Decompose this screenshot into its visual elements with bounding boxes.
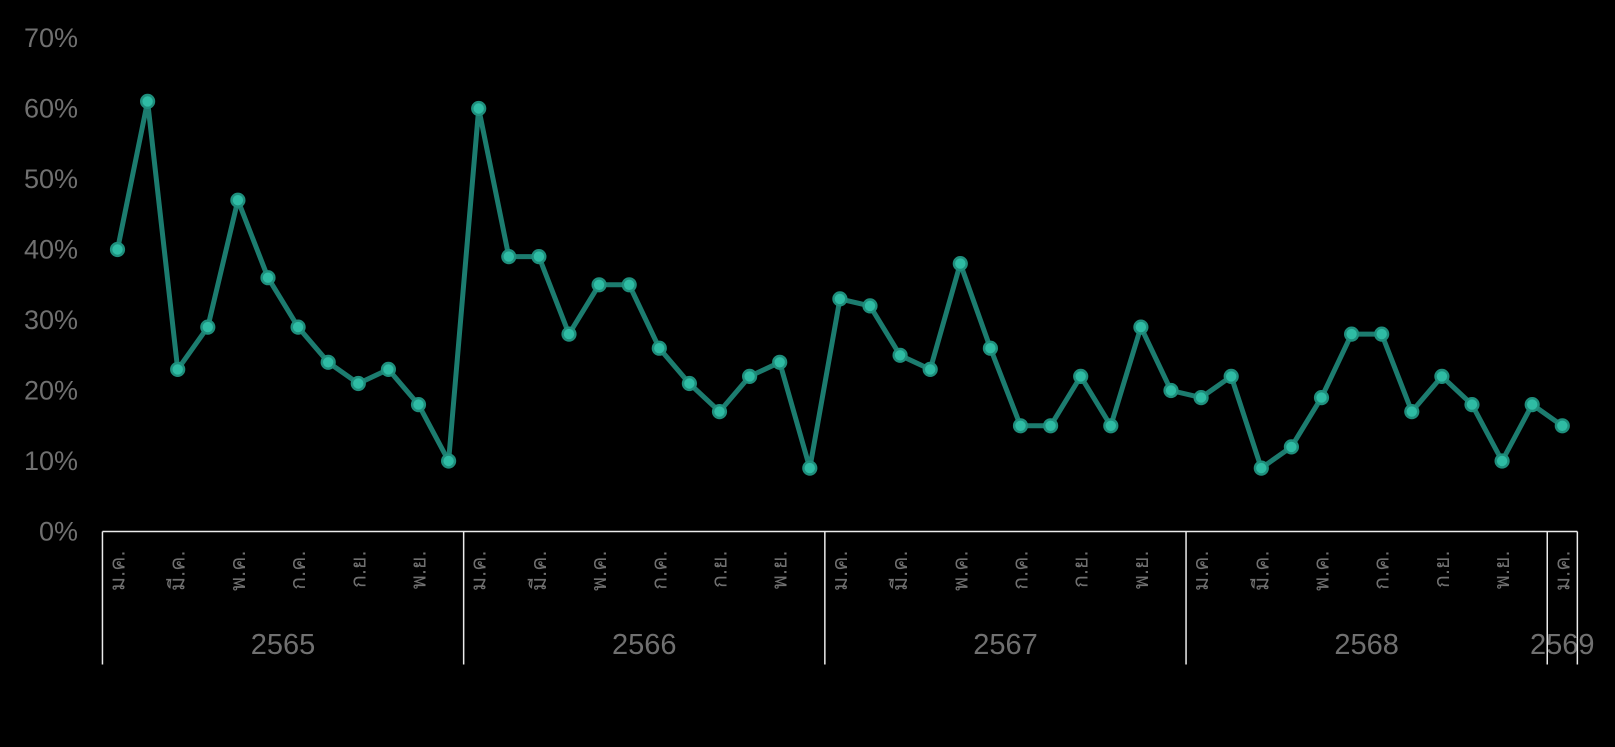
x-axis-month-label: มี.ค. — [166, 551, 190, 592]
x-axis-month-label: ม.ค. — [106, 551, 130, 592]
data-point-marker — [380, 361, 397, 378]
x-axis-year-label: 2565 — [251, 629, 316, 661]
data-point-marker — [1524, 397, 1540, 413]
y-axis-tick-label: 70% — [24, 23, 78, 53]
data-point-marker — [410, 397, 427, 413]
data-point-marker — [741, 368, 758, 385]
data-point-marker — [200, 319, 216, 335]
data-point-marker — [170, 361, 186, 378]
data-point-marker — [531, 249, 547, 265]
x-axis-month-label: พ.ค. — [226, 551, 250, 592]
x-axis-year-label: 2568 — [1334, 629, 1399, 661]
data-point-marker — [230, 192, 246, 208]
x-axis-month-label: พ.ค. — [587, 551, 611, 592]
data-point-marker — [561, 326, 577, 342]
data-point-marker — [772, 354, 788, 370]
data-point-marker — [290, 319, 306, 335]
data-point-marker — [441, 453, 457, 469]
data-point-marker — [832, 291, 848, 307]
data-point-marker — [1494, 453, 1510, 469]
y-axis-tick-label: 10% — [24, 446, 78, 476]
x-axis-month-label: ก.ย. — [1430, 551, 1454, 589]
x-axis-month-label: มี.ค. — [888, 551, 912, 592]
x-axis-month-label: ม.ค. — [467, 551, 491, 592]
data-point-marker — [892, 347, 908, 363]
data-point-marker — [1042, 418, 1059, 434]
data-point-marker — [1464, 397, 1480, 413]
x-axis-month-label: ก.ค. — [647, 551, 671, 590]
x-axis-month-label: ม.ค. — [1550, 551, 1574, 592]
x-axis-month-label: ก.ย. — [708, 551, 732, 589]
data-point-marker — [320, 354, 336, 370]
data-point-marker — [350, 375, 366, 392]
data-point-marker — [952, 256, 968, 272]
data-point-marker — [982, 340, 999, 356]
data-point-marker — [1283, 439, 1300, 455]
y-axis-tick-label: 40% — [24, 235, 78, 265]
data-point-marker — [651, 340, 667, 356]
x-axis-month-label: ม.ค. — [828, 551, 852, 592]
data-point-marker — [1073, 368, 1089, 385]
data-point-marker — [1434, 368, 1450, 385]
x-axis-month-label: พ.ค. — [948, 551, 972, 592]
x-axis-month-label: ม.ค. — [1189, 551, 1213, 592]
x-axis-month-label: ก.ย. — [1069, 551, 1093, 589]
x-axis-month-label: พ.ย. — [768, 551, 792, 590]
y-axis-tick-label: 20% — [24, 376, 78, 406]
x-axis-month-label: พ.ย. — [1129, 551, 1153, 590]
data-point-marker — [1343, 326, 1360, 342]
y-axis-tick-label: 0% — [39, 517, 78, 547]
data-point-marker — [621, 277, 637, 293]
x-axis-year-label: 2569 — [1530, 629, 1595, 661]
data-point-marker — [1193, 390, 1209, 406]
data-point-marker — [1253, 460, 1269, 476]
data-point-marker — [140, 93, 156, 110]
data-point-marker — [1223, 368, 1239, 385]
data-point-marker — [109, 241, 126, 258]
data-point-marker — [1374, 326, 1390, 342]
data-point-marker — [1133, 319, 1149, 335]
data-point-marker — [1163, 382, 1179, 399]
x-axis-month-label: พ.ค. — [1310, 551, 1334, 592]
data-point-marker — [802, 460, 818, 476]
data-point-marker — [591, 277, 607, 293]
data-point-marker — [260, 270, 276, 286]
x-axis-year-label: 2567 — [973, 629, 1038, 661]
x-axis-month-label: มี.ค. — [1249, 551, 1273, 592]
x-axis-month-label: พ.ย. — [407, 551, 431, 590]
x-axis-month-label: ก.ค. — [1370, 551, 1394, 590]
data-point-marker — [1103, 418, 1119, 434]
data-point-marker — [501, 249, 517, 265]
y-axis-tick-label: 30% — [24, 305, 78, 335]
data-point-marker — [711, 404, 728, 420]
data-point-marker — [1313, 390, 1330, 406]
data-point-marker — [922, 361, 938, 378]
data-point-marker — [862, 298, 878, 314]
x-axis-month-label: พ.ย. — [1490, 551, 1514, 590]
y-axis-tick-label: 60% — [24, 94, 78, 124]
x-axis-month-label: มี.ค. — [527, 551, 551, 592]
y-axis-tick-label: 50% — [24, 164, 78, 194]
x-axis-month-label: ก.ค. — [1009, 551, 1033, 590]
x-axis-year-label: 2566 — [612, 629, 677, 661]
data-point-marker — [681, 375, 698, 392]
x-axis-month-label: ก.ค. — [286, 551, 310, 590]
x-axis-month-label: ก.ย. — [346, 551, 370, 589]
data-point-marker — [471, 100, 487, 117]
data-point-marker — [1554, 418, 1570, 434]
data-point-marker — [1012, 418, 1029, 434]
data-point-marker — [1404, 404, 1420, 420]
